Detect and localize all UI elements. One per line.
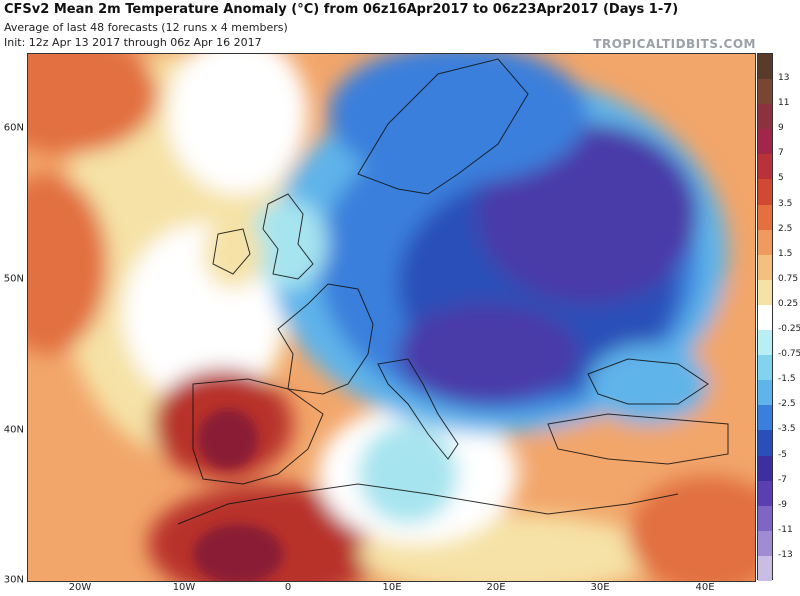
balkans-extreme-cool <box>398 304 578 404</box>
chart-subtitle-init-range: Init: 12z Apr 13 2017 through 06z Apr 16… <box>4 36 262 49</box>
colorbar-segment <box>758 179 772 206</box>
lon-label-0: 0 <box>284 582 292 593</box>
middle-east-warm-anomaly <box>628 474 755 581</box>
black-sea-cool <box>588 344 708 424</box>
colorbar-tick-label: 13 <box>778 73 790 84</box>
chart-title: CFSv2 Mean 2m Temperature Anomaly (°C) f… <box>4 2 679 17</box>
colorbar-tick-label: 2.5 <box>778 223 793 234</box>
lon-label-30e: 30E <box>590 582 610 593</box>
scandinavia-cool <box>328 54 588 184</box>
colorbar-segment <box>758 129 772 155</box>
colorbar-tick-label: 11 <box>778 98 790 109</box>
colorbar-tick-label: 0.75 <box>778 273 799 284</box>
black-sea-coastline <box>587 358 709 405</box>
colorbar-segment <box>758 380 772 406</box>
colorbar-segment <box>758 104 772 130</box>
brand-watermark: TROPICALTIDBITS.COM <box>593 37 756 51</box>
morocco-extreme-warm <box>193 524 283 581</box>
colorbar-tick-label: -11 <box>778 524 793 535</box>
north-africa-coastline <box>177 483 679 525</box>
coastlines <box>177 58 729 525</box>
north-atlantic-neutral <box>168 54 308 194</box>
colorbar-segment <box>758 555 772 582</box>
colorbar-segment <box>758 54 772 80</box>
temperature-anomaly-colorbar <box>757 53 773 582</box>
northwest-atlantic-warm <box>28 54 158 154</box>
colorbar-tick-label: 9 <box>778 123 784 134</box>
colorbar-segment <box>758 480 772 507</box>
lon-label-20w: 20W <box>68 582 92 593</box>
lat-label-60n: 60N <box>3 122 24 134</box>
colorbar-tick-label: 7 <box>778 148 784 159</box>
britain-light-cool <box>248 199 328 289</box>
colorbar-tick-label: -0.75 <box>778 349 800 360</box>
lon-label-40e: 40E <box>695 582 715 593</box>
colorbar-segment <box>758 355 772 381</box>
turkey-coastline <box>547 413 729 465</box>
colorbar-segment <box>758 279 772 306</box>
far-atlantic-warm <box>28 174 108 354</box>
ireland-light-warm <box>203 219 263 289</box>
anomaly-field <box>28 54 755 581</box>
iberia-coastline <box>192 378 324 485</box>
colorbar-tick-label: -13 <box>778 549 793 560</box>
colorbar-segment <box>758 430 772 457</box>
colorbar-segment <box>758 204 772 231</box>
lat-label-40n: 40N <box>3 424 24 436</box>
lat-label-50n: 50N <box>3 273 24 285</box>
portugal-extreme-warm <box>198 409 258 469</box>
colorbar-segment <box>758 79 772 105</box>
colorbar-segment <box>758 505 772 532</box>
colorbar-segment <box>758 254 772 281</box>
scandinavia-coastline <box>357 58 529 195</box>
colorbar-segment <box>758 229 772 256</box>
colorbar-segment <box>758 530 772 557</box>
colorbar-segment <box>758 405 772 431</box>
ireland-coastline <box>212 228 251 275</box>
colorbar-tick-label: -7 <box>778 474 787 485</box>
colorbar-segment <box>758 330 772 356</box>
france-coastline <box>277 283 374 395</box>
tyrrhenian-cool <box>358 424 458 524</box>
colorbar-tick-label: -0.25 <box>778 324 800 335</box>
colorbar-segment <box>758 455 772 482</box>
colorbar-tick-label: -9 <box>778 499 787 510</box>
colorbar-tick-label: 5 <box>778 173 784 184</box>
colorbar-segment <box>758 304 772 331</box>
colorbar-tick-label: 0.25 <box>778 298 799 309</box>
colorbar-tick-label: 1.5 <box>778 248 793 259</box>
italy-coastline <box>377 358 459 460</box>
colorbar-tick-label: 3.5 <box>778 198 793 209</box>
lon-label-10w: 10W <box>172 582 196 593</box>
colorbar-tick-label: -3.5 <box>778 424 796 435</box>
lat-label-30n: 30N <box>3 574 24 586</box>
colorbar-tick-label: -5 <box>778 449 787 460</box>
colorbar-tick-label: -1.5 <box>778 374 796 385</box>
colorbar-tick-label: -2.5 <box>778 399 796 410</box>
lon-label-20e: 20E <box>486 582 506 593</box>
anomaly-map <box>27 53 756 582</box>
chart-subtitle-forecast-average: Average of last 48 forecasts (12 runs x … <box>4 21 288 34</box>
colorbar-segment <box>758 154 772 180</box>
lon-label-10e: 10E <box>382 582 402 593</box>
britain-coastline <box>262 193 314 280</box>
